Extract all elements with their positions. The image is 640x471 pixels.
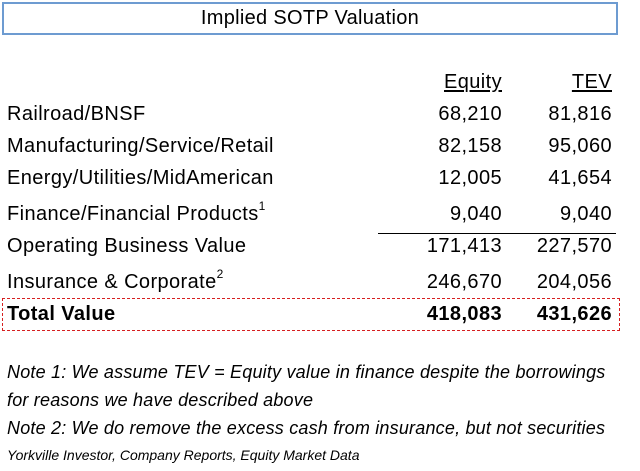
equity-value: 246,670 [426,271,502,293]
table-row-total: Total Value 418,083 431,626 [0,300,620,330]
equity-column-header: Equity [444,71,502,93]
tev-value: 81,816 [548,103,612,125]
total-label: Total Value [7,303,116,325]
footnote-marker: 1 [258,199,266,213]
note-2: Note 2: We do remove the excess cash fro… [7,418,606,438]
tev-value: 9,040 [559,203,612,225]
table-row-energy: Energy/Utilities/MidAmerican 12,005 41,6… [0,164,620,194]
table-row-operating-business: Operating Business Value 171,413 227,570 [0,232,620,262]
note-1-line-2: for reasons we have described above [7,390,314,410]
source-line: Yorkville Investor, Company Reports, Equ… [7,447,360,463]
equity-value: 171,413 [426,235,502,257]
tev-column-header: TEV [571,71,612,93]
row-label: Railroad/BNSF [7,103,146,125]
table-row-railroad: Railroad/BNSF 68,210 81,816 [0,100,620,130]
note-1-line-1: Note 1: We assume TEV = Equity value in … [7,362,606,382]
tev-value: 227,570 [536,235,612,257]
row-label: Energy/Utilities/MidAmerican [7,167,274,189]
total-highlight-box [2,298,620,331]
tev-value: 204,056 [536,271,612,293]
equity-value: 82,158 [438,135,502,157]
equity-value: 12,005 [438,167,502,189]
total-tev-value: 431,626 [536,303,612,325]
column-header-row: Equity TEV [0,68,620,98]
total-equity-value: 418,083 [426,303,502,325]
tev-value: 41,654 [548,167,612,189]
equity-value: 68,210 [438,103,502,125]
table-row-finance: Finance/Financial Products1 9,040 9,040 [0,199,620,230]
equity-value: 9,040 [449,203,502,225]
subtotal-divider [378,233,616,234]
table-title: Implied SOTP Valuation [2,2,618,35]
table-row-manufacturing: Manufacturing/Service/Retail 82,158 95,0… [0,132,620,162]
row-label: Operating Business Value [7,235,247,257]
row-label: Manufacturing/Service/Retail [7,135,274,157]
row-label: Insurance & Corporate2 [7,267,224,293]
tev-value: 95,060 [548,135,612,157]
row-label: Finance/Financial Products1 [7,199,266,225]
table-row-insurance: Insurance & Corporate2 246,670 204,056 [0,267,620,298]
footnote-marker: 2 [216,267,224,281]
